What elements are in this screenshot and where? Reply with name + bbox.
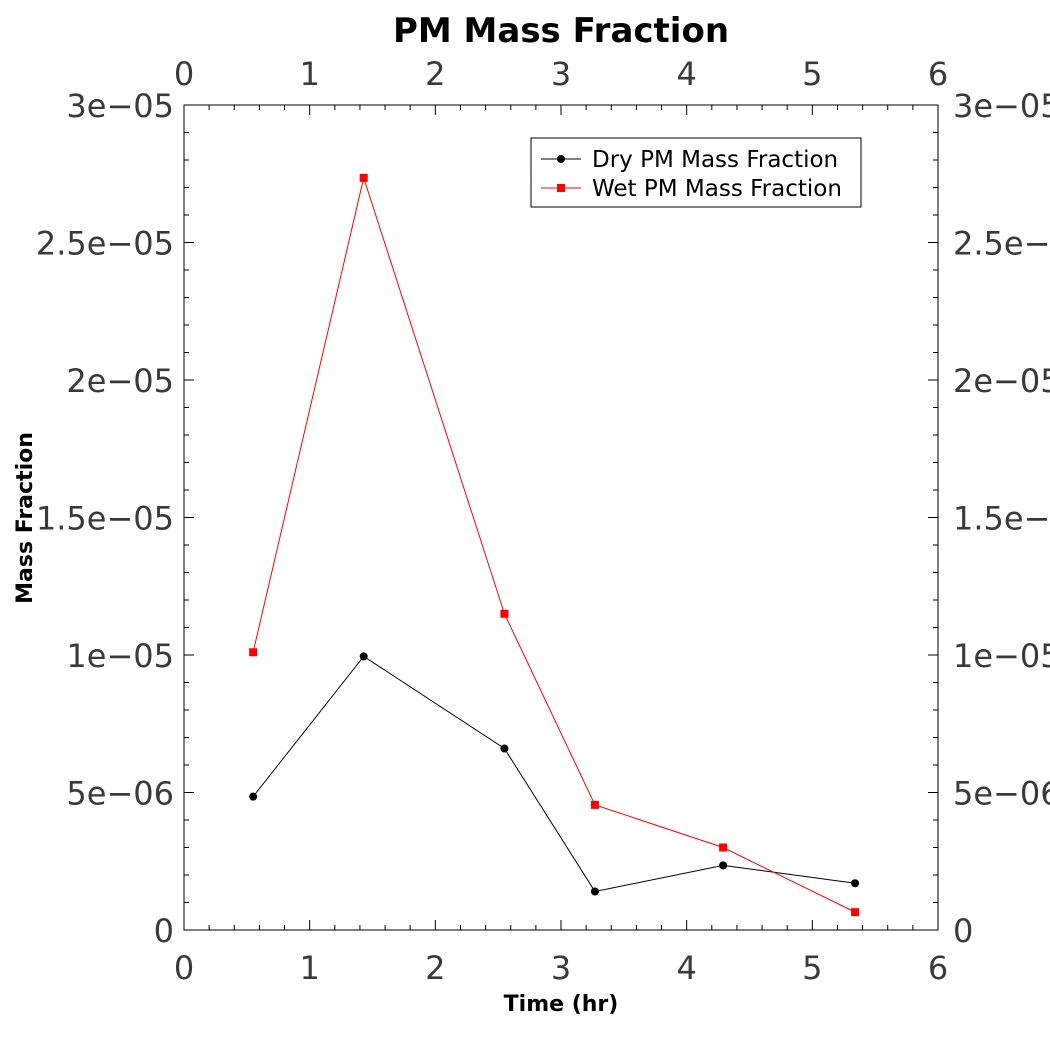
y-tick-label-right: 2e−05 [953, 362, 1050, 400]
legend: Dry PM Mass Fraction Wet PM Mass Fraction [530, 137, 862, 208]
x-axis-title: Time (hr) [504, 992, 619, 1017]
series-0-point [249, 792, 258, 801]
y-tick-label-left: 1e−05 [66, 637, 174, 675]
x-tick-label-top: 4 [676, 55, 696, 93]
x-tick-label-top: 6 [928, 55, 948, 93]
x-tick-label-bottom: 2 [425, 949, 445, 987]
series-1-point [851, 908, 860, 917]
series-1-point [590, 800, 599, 809]
y-tick-label-left: 2e−05 [66, 362, 174, 400]
series-line-1 [252, 176, 856, 913]
series-0-point [851, 879, 860, 888]
legend-label-0: Dry PM Mass Fraction [592, 147, 838, 173]
x-tick-label-top: 5 [802, 55, 822, 93]
y-tick-label-right: 2.5e−05 [953, 225, 1050, 263]
series-1-point [719, 843, 728, 852]
y-tick-label-right: 0 [953, 912, 973, 950]
plot-frame [183, 104, 939, 931]
y-tick-label-right: 1.5e−05 [953, 500, 1050, 538]
series-line-0 [252, 655, 856, 893]
x-tick-label-bottom: 1 [299, 949, 319, 987]
series-1-point [500, 609, 509, 618]
y-tick-label-left: 0 [154, 912, 174, 950]
series-0-point [590, 887, 599, 896]
series-0-point [500, 744, 509, 753]
x-tick-label-top: 2 [425, 55, 445, 93]
y-axis-title: Mass Fraction [13, 432, 38, 604]
chart-title: PM Mass Fraction [393, 11, 729, 51]
series-0-point [359, 652, 368, 661]
x-tick-label-bottom: 0 [174, 949, 194, 987]
x-tick-label-bottom: 5 [802, 949, 822, 987]
y-tick-label-right: 1e−05 [953, 637, 1050, 675]
legend-box [530, 137, 862, 208]
legend-label-1: Wet PM Mass Fraction [592, 176, 842, 202]
x-tick-label-bottom: 6 [928, 949, 948, 987]
legend-marker-0 [557, 155, 565, 163]
series-1-point [359, 173, 368, 182]
series-1-point [249, 648, 258, 657]
x-tick-label-top: 0 [174, 55, 194, 93]
y-tick-label-left: 5e−06 [66, 775, 174, 813]
series-0-point [719, 861, 728, 870]
y-tick-label-right: 3e−05 [953, 87, 1050, 125]
y-tick-label-left: 2.5e−05 [36, 225, 174, 263]
x-tick-label-bottom: 3 [551, 949, 571, 987]
y-tick-label-left: 3e−05 [66, 87, 174, 125]
x-tick-label-top: 1 [299, 55, 319, 93]
plot-series [249, 173, 860, 917]
y-tick-label-left: 1.5e−05 [36, 500, 174, 538]
x-tick-label-top: 3 [551, 55, 571, 93]
y-tick-label-right: 5e−06 [953, 775, 1050, 813]
x-tick-label-bottom: 4 [676, 949, 696, 987]
legend-marker-1 [557, 184, 565, 192]
